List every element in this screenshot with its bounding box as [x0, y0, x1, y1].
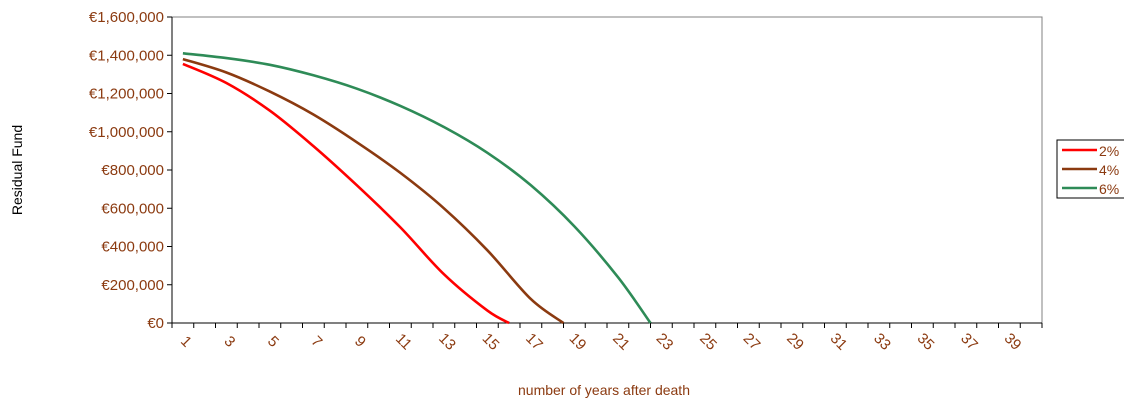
x-tick-label: 39	[1001, 330, 1025, 354]
x-tick-label: 9	[351, 333, 369, 351]
y-axis-label: Residual Fund	[9, 125, 25, 215]
x-tick-label: 33	[870, 330, 894, 354]
x-tick-label: 1	[177, 333, 195, 351]
x-tick-label: 17	[522, 330, 546, 354]
y-tick-label: €1,600,000	[89, 9, 164, 26]
x-tick-label: 13	[435, 330, 459, 354]
y-tick-label: €1,000,000	[89, 124, 164, 141]
y-axis-title: Residual Fund	[9, 125, 25, 215]
x-tick-label: 11	[392, 330, 415, 353]
x-tick-label: 25	[696, 330, 720, 354]
x-tick-label: 23	[653, 330, 677, 354]
series-line-2pct	[182, 62, 510, 325]
legend-label: 4%	[1099, 162, 1119, 178]
x-tick-label: 3	[221, 333, 239, 351]
x-tick-label: 15	[479, 330, 503, 354]
x-tick-label: 5	[264, 333, 282, 351]
x-tick-label: 27	[740, 330, 764, 354]
y-tick-label: €0	[147, 315, 164, 332]
y-tick-label: €1,200,000	[89, 86, 164, 103]
y-tick-label: €600,000	[101, 200, 164, 217]
plot-frame	[171, 16, 1043, 324]
x-tick-label: 21	[609, 330, 633, 354]
y-tick-label: €400,000	[101, 239, 164, 256]
x-tick-label: 35	[914, 330, 938, 354]
legend-label: 2%	[1099, 143, 1119, 159]
y-tick-label: €800,000	[101, 162, 164, 179]
y-tick-label: €200,000	[101, 277, 164, 294]
plot-area: €0 €200,000 €400,000 €600,000 €800,000 €1,000…	[89, 9, 1043, 354]
series-line-6pct	[182, 52, 652, 324]
x-tick-label: 37	[957, 330, 981, 354]
y-tick-label: €1,400,000	[89, 47, 164, 64]
series-line-4pct	[182, 57, 565, 325]
x-tick-label: 29	[783, 330, 807, 354]
x-axis-label: number of years after death	[518, 382, 690, 398]
x-tick-label: 19	[566, 330, 590, 354]
x-tick-label: 7	[308, 333, 326, 351]
legend-label: 6%	[1099, 181, 1119, 197]
legend: 2% 4% 6%	[1056, 139, 1124, 199]
x-tick-label: 31	[827, 330, 851, 354]
